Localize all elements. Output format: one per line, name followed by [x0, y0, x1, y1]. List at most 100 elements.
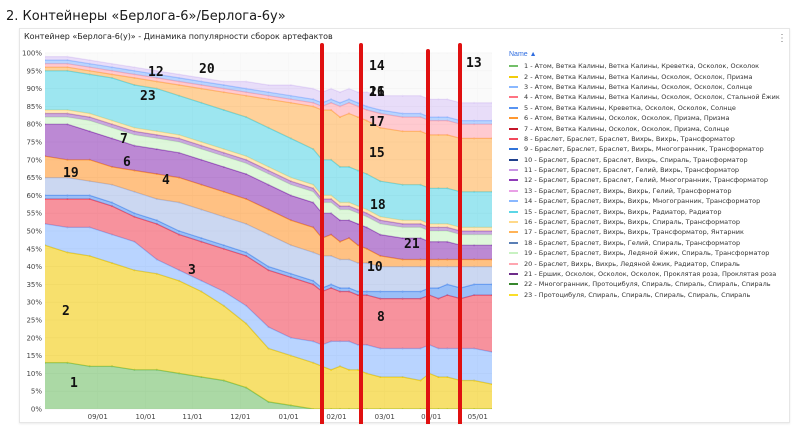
annotation-number: 14 [369, 59, 385, 74]
series-point [155, 53, 158, 54]
legend-item[interactable]: 22 - Многогранник, Протоцибуля, Спираль,… [509, 279, 791, 289]
series-point [419, 53, 422, 54]
y-tick-label: 10% [26, 370, 42, 378]
legend-item[interactable]: 23 - Протоцибуля, Спираль, Спираль, Спир… [509, 290, 791, 300]
series-point [66, 53, 69, 54]
annotation-number: 15 [369, 146, 385, 161]
page-heading: 2. Контейнеры «Берлога-6»/Берлога-6у» [6, 9, 286, 24]
legend-swatch [509, 85, 518, 88]
legend-item[interactable]: 19 - Браслет, Браслет, Вихрь, Ледяной ёж… [509, 248, 791, 258]
legend-item[interactable]: 20 - Браслет, Вихрь, Вихрь, Ледяной ёжик… [509, 258, 791, 268]
legend: Name ▲ 1 - Атом, Ветка Калины, Ветка Кал… [509, 49, 791, 300]
legend-item[interactable]: 11 - Браслет, Браслет, Браслет, Гелий, В… [509, 165, 791, 175]
legend-sort-header[interactable]: Name ▲ [509, 51, 537, 58]
legend-item[interactable]: 1 - Атом, Ветка Калины, Ветка Калины, Кр… [509, 61, 791, 71]
legend-swatch [509, 262, 518, 265]
legend-item[interactable]: 9 - Браслет, Браслет, Браслет, Вихрь, Мн… [509, 144, 791, 154]
series-point [88, 53, 91, 54]
legend-item[interactable]: 4 - Атом, Ветка Калины, Ветка Калины, Ос… [509, 92, 791, 102]
legend-item[interactable]: 10 - Браслет, Браслет, Браслет, Вихрь, С… [509, 155, 791, 165]
legend-item[interactable]: 12 - Браслет, Браслет, Браслет, Гелий, М… [509, 175, 791, 185]
legend-item[interactable]: 15 - Браслет, Браслет, Вихрь, Вихрь, Рад… [509, 206, 791, 216]
legend-item[interactable]: 7 - Атом, Ветка Калины, Осколок, Осколок… [509, 123, 791, 133]
legend-label: 15 - Браслет, Браслет, Вихрь, Вихрь, Рад… [524, 207, 722, 216]
series-area [45, 53, 492, 103]
annotation-number: 21 [404, 237, 420, 252]
series-area [45, 63, 492, 139]
legend-swatch [509, 252, 518, 255]
y-tick-label: 0% [31, 406, 42, 414]
x-tick-label: 04/01 [421, 413, 441, 421]
legend-item[interactable]: 17 - Браслет, Браслет, Вихрь, Вихрь, Тра… [509, 227, 791, 237]
legend-item[interactable]: 6 - Атом, Ветка Калины, Осколок, Осколок… [509, 113, 791, 123]
y-tick-label: 55% [26, 210, 42, 218]
series-area [45, 124, 492, 260]
y-tick-label: 65% [26, 174, 42, 182]
y-tick-label: 80% [26, 121, 42, 129]
legend-label: 14 - Браслет, Браслет, Вихрь, Вихрь, Мно… [524, 197, 761, 206]
annotation-number: 21 [369, 85, 385, 100]
legend-label: 8 - Браслет, Браслет, Браслет, Вихрь, Ви… [524, 134, 735, 143]
legend-item[interactable]: 2 - Атом, Ветка Калины, Ветка Калины, Ос… [509, 71, 791, 81]
red-marker-lines [320, 43, 462, 424]
x-tick-label: 05/01 [468, 413, 488, 421]
y-tick-label: 75% [26, 139, 42, 147]
x-tick-label: 11/01 [182, 413, 202, 421]
legend-swatch [509, 189, 518, 192]
legend-label: 4 - Атом, Ветка Калины, Ветка Калины, Ос… [524, 93, 780, 102]
legend-item[interactable]: 14 - Браслет, Браслет, Вихрь, Вихрь, Мно… [509, 196, 791, 206]
legend-swatch [509, 158, 518, 161]
annotation-number: 10 [367, 260, 383, 275]
legend-label: 10 - Браслет, Браслет, Браслет, Вихрь, С… [524, 155, 748, 164]
annotation-number: 18 [370, 198, 386, 213]
legend-label: 11 - Браслет, Браслет, Браслет, Гелий, В… [524, 166, 740, 175]
legend-swatch [509, 210, 518, 213]
legend-item[interactable]: 5 - Атом, Ветка Калины, Креветка, Осколо… [509, 103, 791, 113]
annotation-number: 6 [123, 155, 131, 170]
x-axis: 09/01 10/01 11/01 12/01 01/01 02/01 03/01 04/01… [88, 413, 488, 421]
y-tick-label: 50% [26, 228, 42, 236]
legend-label: 23 - Протоцибуля, Спираль, Спираль, Спир… [524, 290, 751, 299]
series-area [45, 67, 492, 192]
annotation-number: 4 [162, 173, 170, 188]
y-tick-label: 90% [26, 85, 42, 93]
legend-item[interactable]: 18 - Браслет, Браслет, Вихрь, Гелий, Спи… [509, 238, 791, 248]
x-tick-label: 09/01 [88, 413, 108, 421]
panel-menu-icon[interactable]: ⋮ [777, 33, 787, 44]
legend-swatch [509, 179, 518, 182]
legend-swatch [509, 65, 518, 68]
legend-swatch [509, 117, 518, 120]
series-area [45, 110, 492, 231]
x-tick-label: 03/01 [375, 413, 395, 421]
legend-label: 12 - Браслет, Браслет, Браслет, Гелий, М… [524, 176, 768, 185]
annotation-number: 7 [120, 132, 128, 147]
series-area [45, 362, 492, 409]
legend-item[interactable]: 21 - Ершик, Осколок, Осколок, Осколок, П… [509, 269, 791, 279]
y-tick-label: 95% [26, 67, 42, 75]
series-point [446, 53, 449, 54]
legend-item[interactable]: 16 - Браслет, Браслет, Вихрь, Вихрь, Спи… [509, 217, 791, 227]
legend-swatch [509, 293, 518, 296]
legend-item[interactable]: 13 - Браслет, Браслет, Вихрь, Вихрь, Гел… [509, 186, 791, 196]
legend-item[interactable]: 3 - Атом, Ветка Калины, Ветка Калины, Ос… [509, 82, 791, 92]
legend-swatch [509, 106, 518, 109]
series-point [365, 53, 368, 54]
legend-label: 7 - Атом, Ветка Калины, Осколок, Осколок… [524, 124, 730, 133]
legend-label: 9 - Браслет, Браслет, Браслет, Вихрь, Мн… [524, 145, 764, 154]
area-layers [45, 53, 492, 409]
series-area [45, 199, 492, 352]
legend-item[interactable]: 8 - Браслет, Браслет, Браслет, Вихрь, Ви… [509, 134, 791, 144]
annotation-number: 2 [62, 304, 70, 319]
series-area [45, 117, 492, 246]
y-tick-label: 45% [26, 245, 42, 253]
series-point [222, 53, 225, 54]
legend-label: 21 - Ершик, Осколок, Осколок, Осколок, П… [524, 270, 777, 278]
series-area [45, 60, 492, 125]
legend-swatch [509, 75, 518, 78]
legend-swatch [509, 148, 518, 151]
series-point [330, 53, 333, 54]
legend-label: 20 - Браслет, Вихрь, Вихрь, Ледяной ёжик… [524, 259, 740, 268]
annotation-number: 3 [188, 263, 196, 278]
annotation-number: 1 [70, 376, 78, 391]
series-area [45, 223, 492, 385]
